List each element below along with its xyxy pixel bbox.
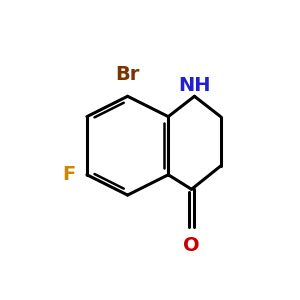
Text: F: F — [63, 165, 76, 184]
Text: NH: NH — [178, 76, 211, 95]
Text: Br: Br — [116, 65, 140, 84]
Text: O: O — [183, 236, 200, 255]
